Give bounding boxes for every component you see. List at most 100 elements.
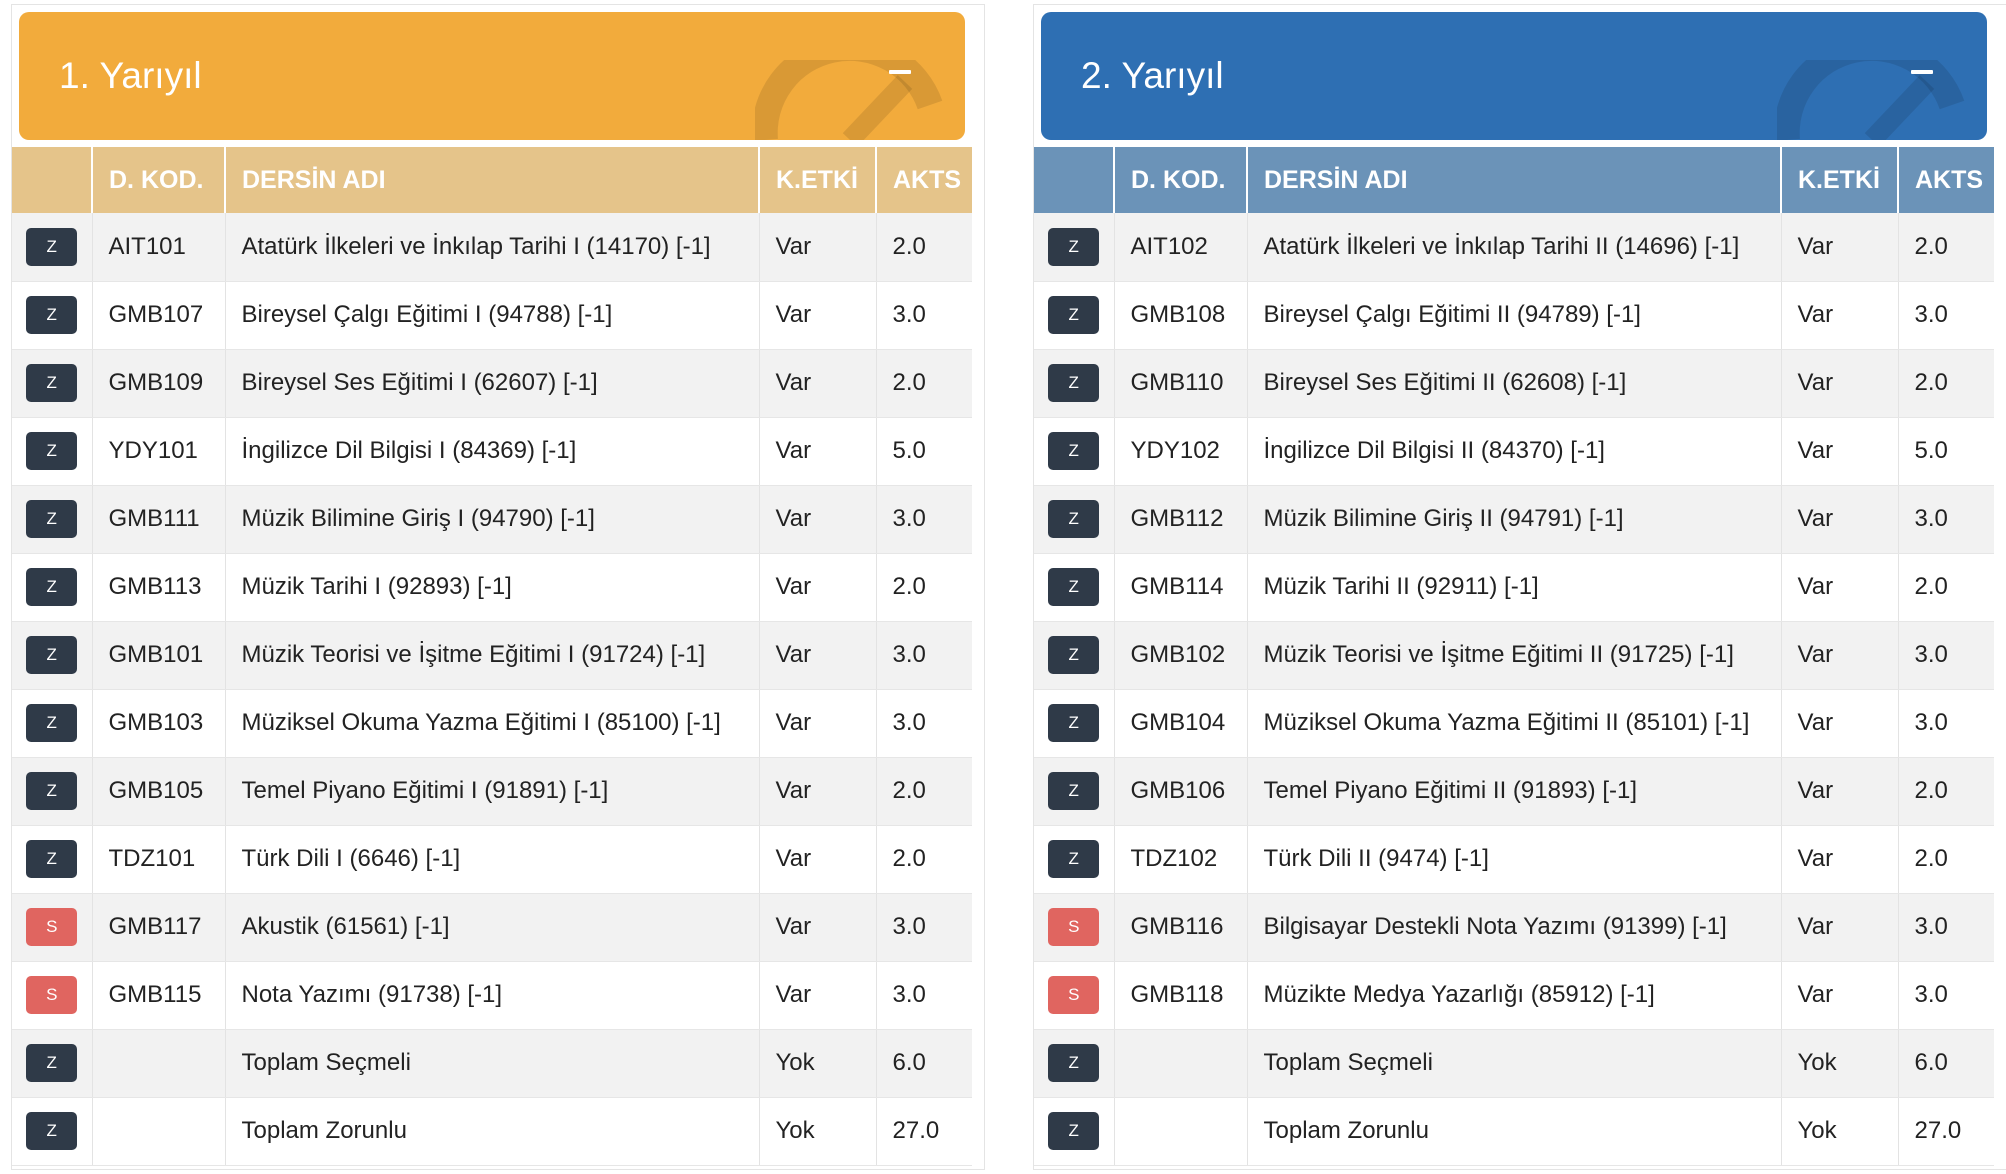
badge-cell: Z [12, 1029, 93, 1098]
course-type-badge[interactable]: S [26, 908, 78, 946]
table-row: Z GMB103 Müziksel Okuma Yazma Eğitimi I (8… [12, 689, 972, 758]
table-row: S GMB115 Nota Yazımı (91738) [-1] Var 3.0 [12, 961, 972, 1030]
column-header-badge [1034, 147, 1115, 213]
table-row: Z GMB109 Bireysel Ses Eğitimi I (62607) [-… [12, 349, 972, 418]
minus-icon[interactable] [889, 70, 911, 74]
course-name: Toplam Seçmeli [225, 1029, 760, 1098]
table-row: Z GMB101 Müzik Teorisi ve İşitme Eğitimi I… [12, 621, 972, 690]
course-name: Müzik Bilimine Giriş II (94791) [-1] [1247, 485, 1782, 554]
course-type-badge[interactable]: Z [1048, 636, 1100, 674]
course-akts: 27.0 [876, 1097, 972, 1166]
course-name: Toplam Seçmeli [1247, 1029, 1782, 1098]
course-type-badge[interactable]: Z [26, 296, 78, 334]
semester-1-title: 1. Yarıyıl [59, 55, 202, 96]
course-k-etki: Var [759, 825, 877, 894]
badge-cell: Z [1034, 689, 1115, 758]
course-type-badge[interactable]: Z [1048, 364, 1100, 402]
course-code: TDZ101 [92, 825, 226, 894]
course-code [92, 1029, 226, 1098]
badge-cell: Z [1034, 281, 1115, 350]
course-akts: 2.0 [1898, 213, 1994, 282]
table-row: Z Toplam Zorunlu Yok 27.0 [1034, 1097, 1994, 1166]
semester-2-table: D. KOD. DERSİN ADI K.ETKİ AKTS Z AIT102 At… [1034, 147, 1994, 1166]
course-akts: 3.0 [876, 621, 972, 690]
course-akts: 5.0 [1898, 417, 1994, 486]
course-type-badge[interactable]: Z [26, 500, 78, 538]
table-row: Z GMB102 Müzik Teorisi ve İşitme Eğitimi I… [1034, 621, 1994, 690]
course-type-badge[interactable]: Z [26, 568, 78, 606]
course-name: Müzik Teorisi ve İşitme Eğitimi II (9172… [1247, 621, 1782, 690]
table-row: Z GMB113 Müzik Tarihi I (92893) [-1] Var 2.0 [12, 553, 972, 622]
course-type-badge[interactable]: Z [1048, 1044, 1100, 1082]
course-type-badge[interactable]: Z [26, 227, 78, 266]
badge-cell: Z [12, 757, 93, 826]
course-code: GMB105 [92, 757, 226, 826]
course-k-etki: Var [759, 485, 877, 554]
course-k-etki: Var [1781, 893, 1899, 962]
badge-cell: Z [1034, 213, 1115, 282]
course-code: YDY101 [92, 417, 226, 486]
course-name: Bireysel Ses Eğitimi II (62608) [-1] [1247, 349, 1782, 418]
course-type-badge[interactable]: Z [1048, 772, 1100, 810]
course-type-badge[interactable]: S [26, 976, 78, 1014]
course-akts: 2.0 [1898, 825, 1994, 894]
course-k-etki: Var [759, 621, 877, 690]
course-code [1114, 1097, 1248, 1166]
course-code: YDY102 [1114, 417, 1248, 486]
course-code: TDZ102 [1114, 825, 1248, 894]
course-k-etki: Var [1781, 689, 1899, 758]
course-type-badge[interactable]: Z [1048, 1112, 1100, 1150]
badge-cell: Z [12, 825, 93, 894]
table-row: Z Toplam Zorunlu Yok 27.0 [12, 1097, 972, 1166]
course-type-badge[interactable]: Z [1048, 296, 1100, 334]
course-type-badge[interactable]: Z [26, 364, 78, 402]
table-row: Z GMB107 Bireysel Çalgı Eğitimi I (94788) … [12, 281, 972, 350]
course-type-badge[interactable]: Z [26, 1044, 78, 1082]
badge-cell: Z [1034, 621, 1115, 690]
course-type-badge[interactable]: Z [1048, 432, 1100, 470]
course-code: GMB106 [1114, 757, 1248, 826]
course-type-badge[interactable]: S [1048, 908, 1100, 946]
course-type-badge[interactable]: Z [1048, 840, 1100, 878]
course-name: Toplam Zorunlu [225, 1097, 760, 1166]
course-k-etki: Var [759, 553, 877, 622]
course-akts: 2.0 [1898, 757, 1994, 826]
course-akts: 2.0 [876, 553, 972, 622]
badge-cell: Z [1034, 1029, 1115, 1098]
course-code: GMB117 [92, 893, 226, 962]
course-type-badge[interactable]: Z [26, 704, 78, 742]
course-akts: 3.0 [876, 961, 972, 1030]
course-name: Bireysel Ses Eğitimi I (62607) [-1] [225, 349, 760, 418]
badge-cell: Z [12, 553, 93, 622]
course-type-badge[interactable]: Z [1048, 500, 1100, 538]
course-type-badge[interactable]: Z [26, 772, 78, 810]
course-k-etki: Yok [1781, 1097, 1899, 1166]
course-type-badge[interactable]: Z [1048, 568, 1100, 606]
course-akts: 6.0 [876, 1029, 972, 1098]
course-name: Toplam Zorunlu [1247, 1097, 1782, 1166]
table-row: Z YDY101 İngilizce Dil Bilgisi I (84369) [… [12, 417, 972, 486]
course-name: İngilizce Dil Bilgisi II (84370) [-1] [1247, 417, 1782, 486]
course-type-badge[interactable]: Z [26, 840, 78, 878]
course-type-badge[interactable]: Z [26, 636, 78, 674]
badge-cell: Z [12, 689, 93, 758]
course-type-badge[interactable]: Z [26, 432, 78, 470]
course-name: Temel Piyano Eğitimi II (91893) [-1] [1247, 757, 1782, 826]
course-type-badge[interactable]: Z [1048, 704, 1100, 742]
course-code: AIT101 [92, 213, 226, 282]
course-code [1114, 1029, 1248, 1098]
course-type-badge[interactable]: S [1048, 976, 1100, 1014]
course-k-etki: Yok [1781, 1029, 1899, 1098]
course-k-etki: Var [1781, 825, 1899, 894]
course-type-badge[interactable]: Z [26, 1112, 78, 1150]
table-row: Z GMB114 Müzik Tarihi II (92911) [-1] Var 2.… [1034, 553, 1994, 622]
course-name: Nota Yazımı (91738) [-1] [225, 961, 760, 1030]
course-k-etki: Var [759, 689, 877, 758]
course-k-etki: Yok [759, 1097, 877, 1166]
minus-icon[interactable] [1911, 70, 1933, 74]
badge-cell: Z [1034, 349, 1115, 418]
course-akts: 27.0 [1898, 1097, 1994, 1166]
course-type-badge[interactable]: Z [1048, 227, 1100, 266]
table-row: Z GMB106 Temel Piyano Eğitimi II (91893) [… [1034, 757, 1994, 826]
course-k-etki: Var [759, 961, 877, 1030]
